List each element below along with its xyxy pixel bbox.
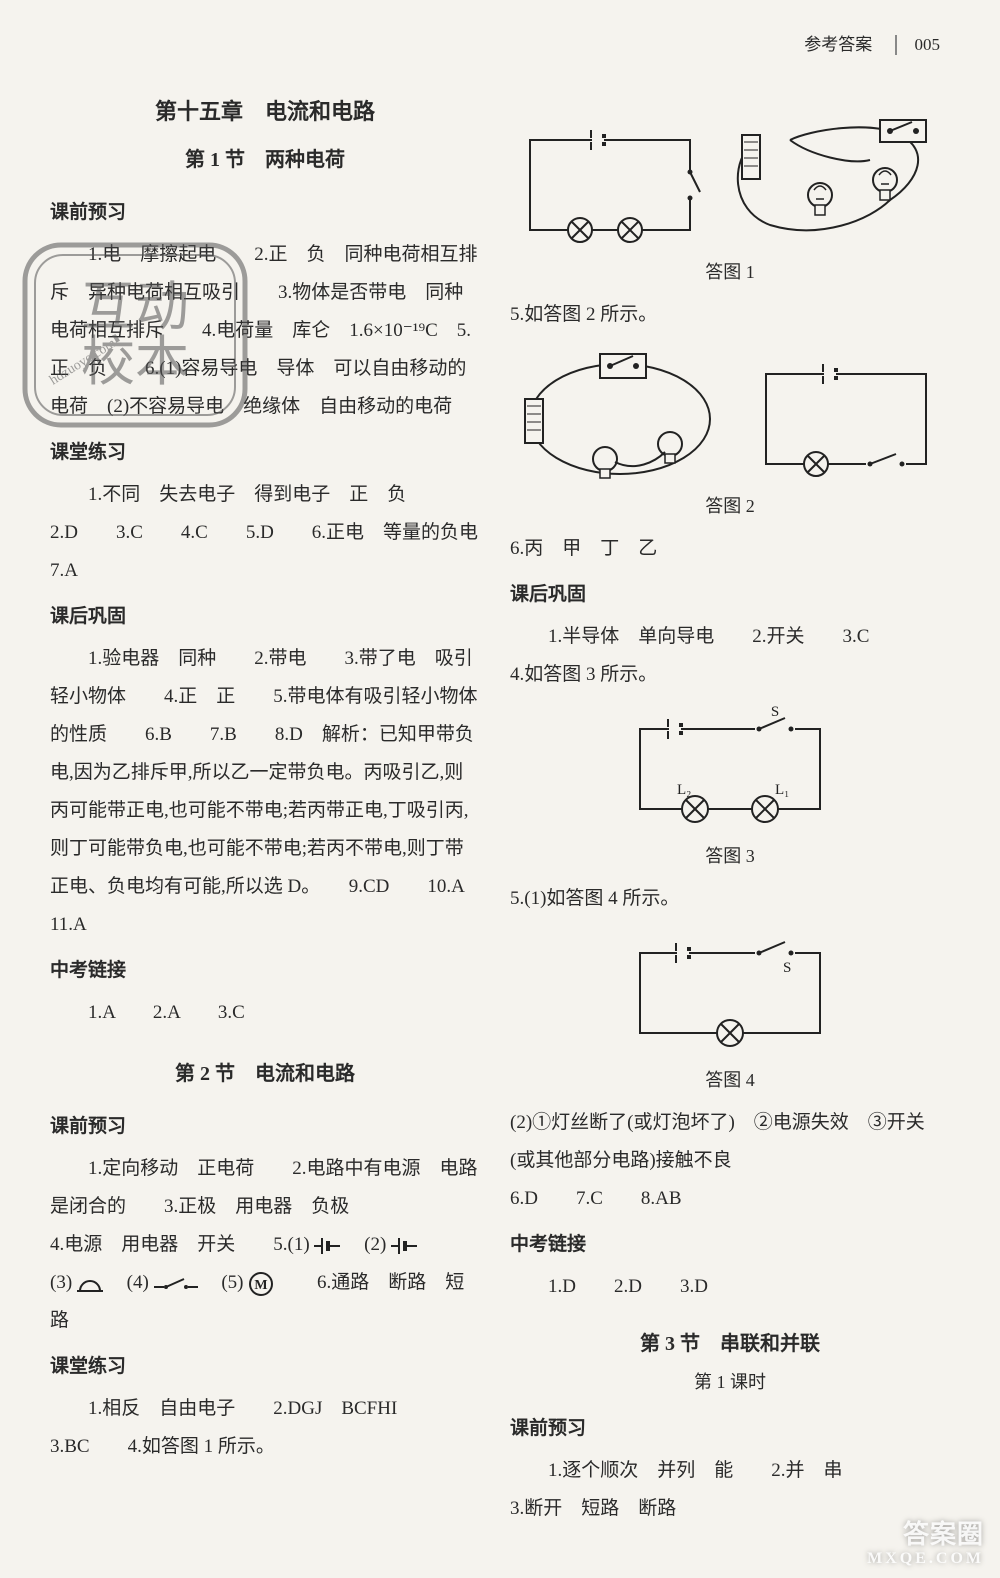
sec2-exam-head: 中考链接 — [510, 1226, 950, 1264]
watermark-line2: MXQE.COM — [867, 1550, 984, 1568]
header-label: 参考答案 — [804, 35, 872, 54]
svg-text:L₁: L₁ — [775, 782, 789, 798]
section-3-sub: 第 1 课时 — [510, 1364, 950, 1400]
figure-1 — [510, 100, 950, 250]
figure-2-caption: 答图 2 — [510, 488, 950, 524]
section-2-title: 第 2 节 电流和电路 — [50, 1054, 480, 1094]
sec1-class-line2: 2.D 3.C 4.C 5.D 6.正电 等量的负电 7.A — [50, 514, 480, 590]
sec3-preview-line1: 1.逐个顺次 并列 能 2.并 串 — [510, 1452, 950, 1490]
sec2-preview-head: 课前预习 — [50, 1108, 480, 1146]
figure-2b-circuit — [746, 354, 946, 484]
sec2-right-line5: 5.如答图 2 所示。 — [510, 296, 950, 334]
figure-4: S — [510, 928, 950, 1058]
figure-3-circuit: S L₂ L₁ — [615, 704, 845, 834]
cell-symbol-icon — [314, 1235, 340, 1257]
sec1-class-line1: 1.不同 失去电子 得到电子 正 负 — [50, 476, 480, 514]
figure-2 — [510, 344, 950, 484]
figure-3-caption: 答图 3 — [510, 838, 950, 874]
sec2-after-line4: (2)①灯丝断了(或灯泡坏了) ②电源失效 ③开关(或其他部分电路)接触不良 — [510, 1104, 950, 1180]
section-3-title: 第 3 节 串联和并联 — [510, 1324, 950, 1364]
figure-3: S L₂ L₁ — [510, 704, 950, 834]
sec2-after-line3: 5.(1)如答图 4 所示。 — [510, 880, 950, 918]
sec2-after-line5: 6.D 7.C 8.AB — [510, 1180, 950, 1218]
sec2-exam-body: 1.D 2.D 3.D — [510, 1268, 950, 1306]
sec2-after-head: 课后巩固 — [510, 576, 950, 614]
sec1-preview-head: 课前预习 — [50, 194, 480, 232]
right-column: 答图 1 5.如答图 2 所示。 — [510, 90, 950, 1528]
cell-symbol-icon — [391, 1235, 417, 1257]
bulb-symbol-icon — [77, 1273, 103, 1295]
sec2-preview-line1: 1.定向移动 正电荷 2.电路中有电源 电路是闭合的 3.正极 用电器 负极 — [50, 1150, 480, 1226]
page-header: 参考答案 005 — [804, 30, 940, 55]
text: (2) — [345, 1234, 386, 1255]
figure-1-caption: 答图 1 — [510, 254, 950, 290]
text: 4.电源 用电器 开关 5.(1) — [50, 1234, 310, 1255]
left-column: 第十五章 电流和电路 第 1 节 两种电荷 课前预习 1.电 摩擦起电 2.正 … — [50, 90, 480, 1528]
sec2-class-line2: 3.BC 4.如答图 1 所示。 — [50, 1428, 480, 1466]
sec3-preview-head: 课前预习 — [510, 1410, 950, 1448]
section-1-title: 第 1 节 两种电荷 — [50, 140, 480, 180]
sec2-class-line1: 1.相反 自由电子 2.DGJ BCFHI — [50, 1390, 480, 1428]
text: (3) — [50, 1272, 72, 1293]
chapter-title: 第十五章 电流和电路 — [50, 90, 480, 134]
sec3-preview-line2: 3.断开 短路 断路 — [510, 1490, 950, 1528]
sec2-preview-line2: 4.电源 用电器 开关 5.(1) (2) — [50, 1226, 480, 1264]
page: 参考答案 005 互动 校本 hdzuoye.com 第十五章 电流和电路 第 … — [0, 0, 1000, 1578]
sec1-preview-body: 1.电 摩擦起电 2.正 负 同种电荷相互排斥 异种电荷相互吸引 3.物体是否带… — [50, 236, 480, 426]
sec2-after-line2: 4.如答图 3 所示。 — [510, 656, 950, 694]
sec1-class-head: 课堂练习 — [50, 434, 480, 472]
figure-4-caption: 答图 4 — [510, 1062, 950, 1098]
svg-text:M: M — [255, 1278, 268, 1293]
sec2-right-line6: 6.丙 甲 丁 乙 — [510, 530, 950, 568]
svg-text:S: S — [771, 704, 779, 720]
switch-symbol-icon — [154, 1276, 198, 1292]
svg-text:S: S — [783, 960, 791, 976]
text: (5) — [202, 1272, 243, 1293]
figure-4-circuit: S — [615, 928, 845, 1058]
sec1-exam-head: 中考链接 — [50, 952, 480, 990]
page-number: 005 — [895, 35, 941, 55]
sec1-after-body: 1.验电器 同种 2.带电 3.带了电 吸引轻小物体 4.正 正 5.带电体有吸… — [50, 640, 480, 944]
sec2-preview-line3: (3) (4) (5) M 6.通路 断路 短路 — [50, 1264, 480, 1340]
figure-2a-pictorial — [515, 344, 725, 484]
figure-1a-circuit — [510, 120, 710, 250]
sec1-after-head: 课后巩固 — [50, 598, 480, 636]
figure-1b-pictorial — [720, 100, 950, 250]
sec2-class-head: 课堂练习 — [50, 1348, 480, 1386]
text: (4) — [108, 1272, 149, 1293]
sec1-exam-body: 1.A 2.A 3.C — [50, 994, 480, 1032]
svg-text:L₂: L₂ — [677, 782, 691, 798]
motor-symbol-icon: M — [248, 1271, 274, 1297]
sec2-after-line1: 1.半导体 单向导电 2.开关 3.C — [510, 618, 950, 656]
